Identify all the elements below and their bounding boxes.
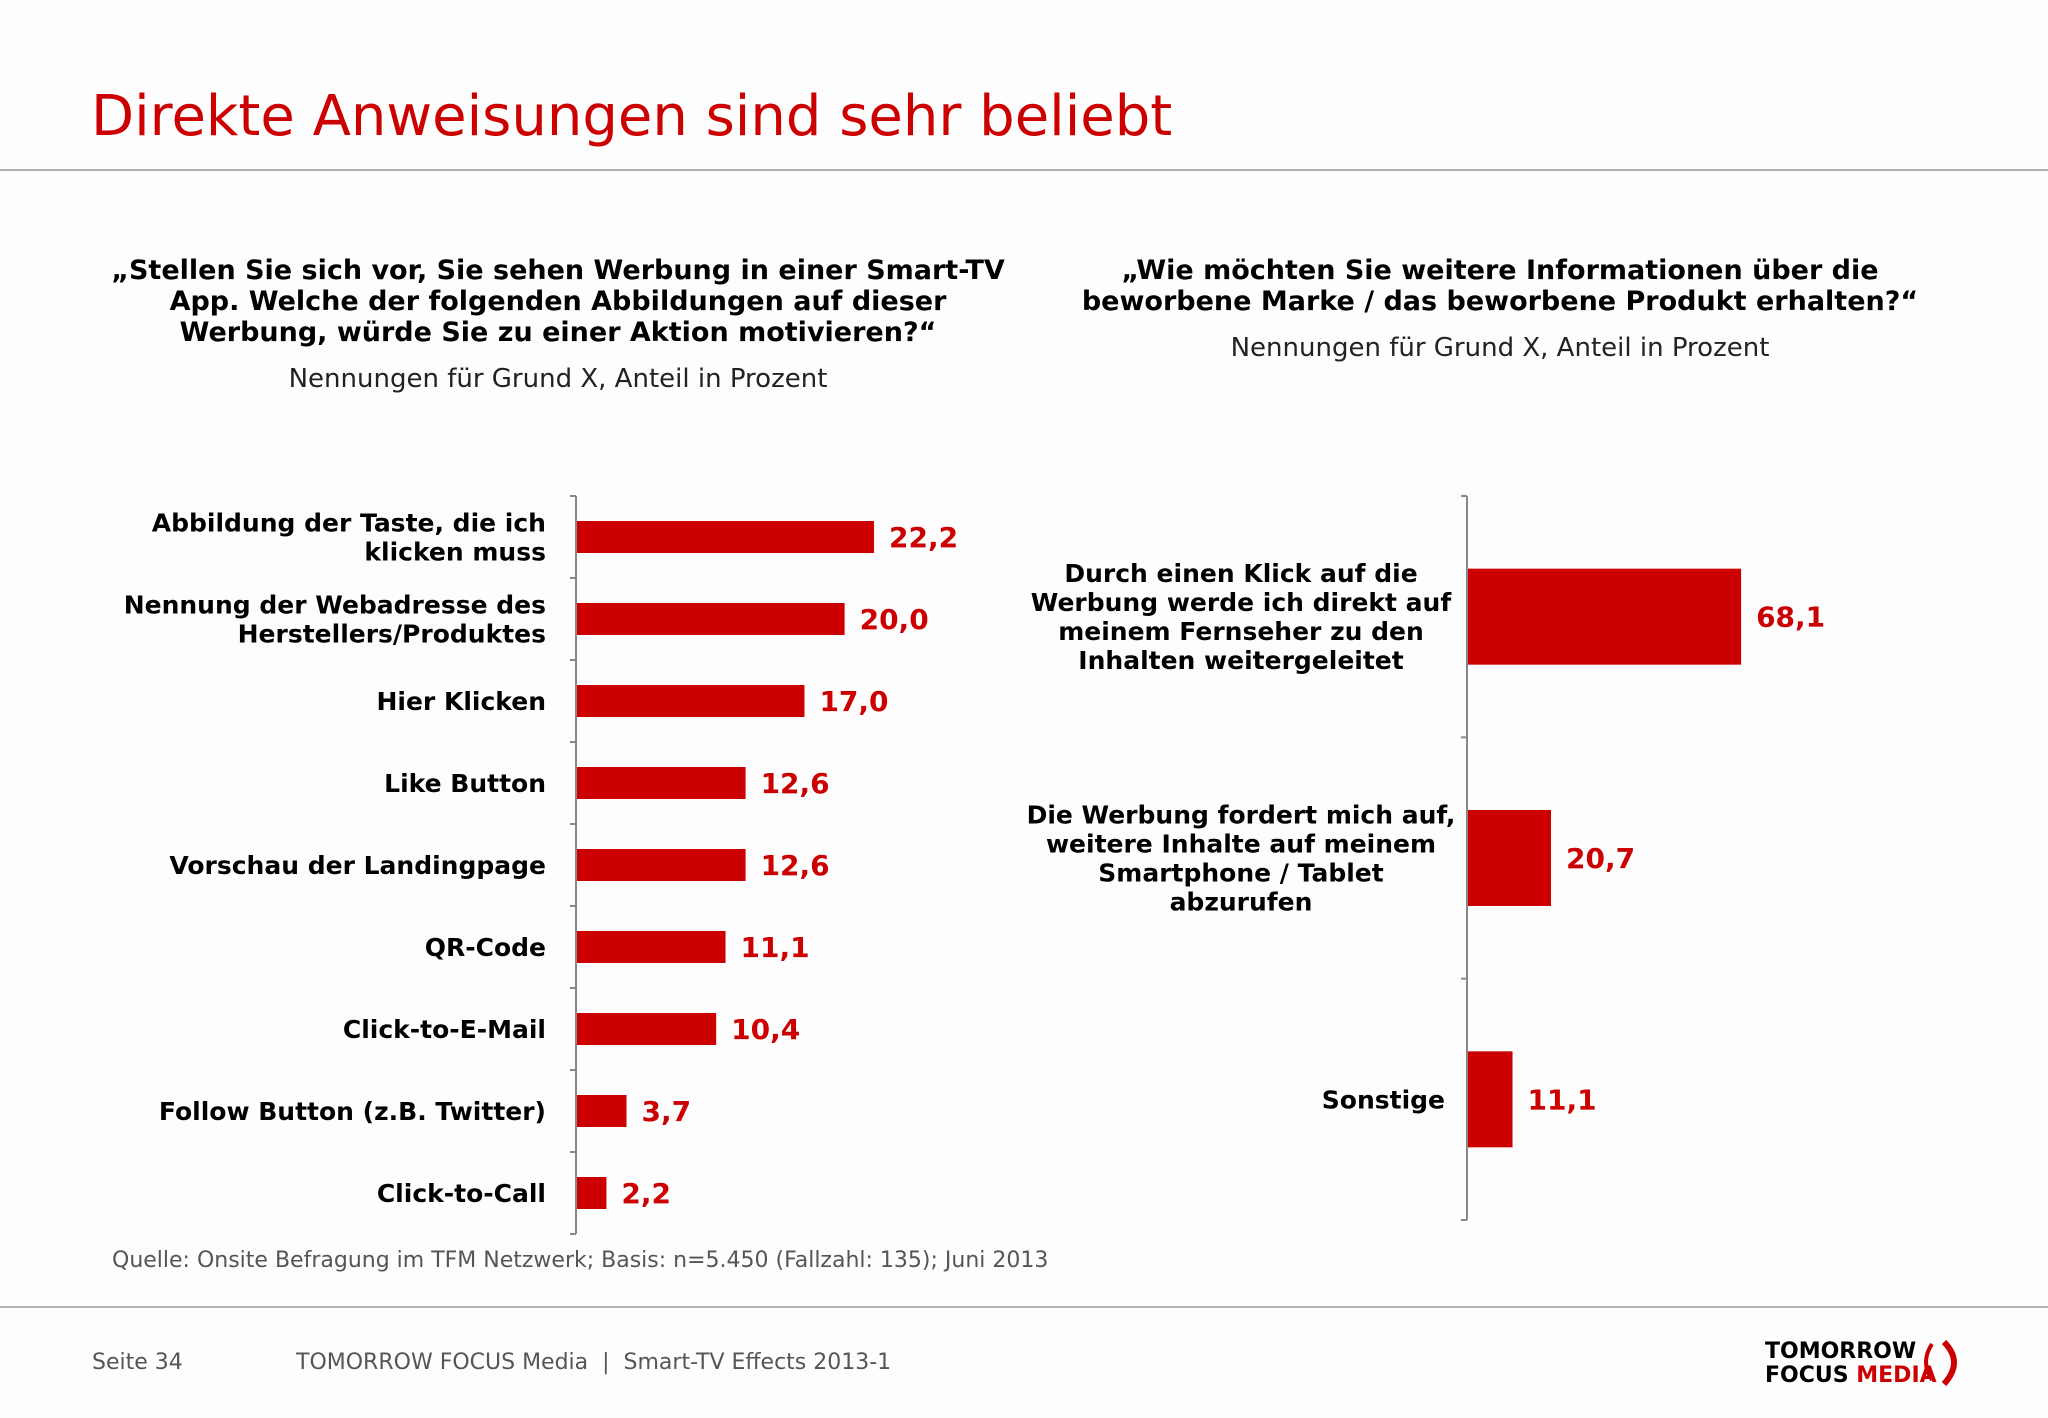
category-label: Die Werbung fordert mich auf,	[1027, 801, 1456, 830]
category-label: weitere Inhalte auf meinem	[1046, 830, 1436, 859]
category-label: Follow Button (z.B. Twitter)	[159, 1097, 546, 1126]
category-label: Vorschau der Landingpage	[169, 851, 546, 880]
bar	[577, 603, 845, 635]
value-label: 2,2	[621, 1177, 671, 1210]
logo-media: MEDIA	[1856, 1363, 1937, 1388]
page-title: Direkte Anweisungen sind sehr beliebt	[91, 84, 1173, 149]
bar	[577, 1013, 717, 1045]
value-label: 11,1	[1528, 1083, 1597, 1116]
bar	[1468, 1051, 1513, 1148]
category-label: Herstellers/Produktes	[238, 620, 546, 649]
value-label: 20,0	[860, 603, 929, 636]
page-number: Seite 34	[92, 1350, 183, 1375]
right-question-line: beworbene Marke / das beworbene Produkt …	[1081, 286, 1919, 317]
value-label: 3,7	[642, 1095, 692, 1128]
left-question-line: Werbung, würde Sie zu einer Aktion motiv…	[179, 317, 937, 348]
category-label: meinem Fernseher zu den	[1058, 617, 1424, 646]
bar	[1468, 568, 1742, 665]
value-label: 22,2	[889, 521, 958, 554]
bar	[577, 849, 746, 881]
value-label: 11,1	[741, 931, 810, 964]
category-label: Abbildung der Taste, die ich	[152, 509, 546, 538]
value-label: 12,6	[761, 767, 830, 800]
category-label: Click-to-E-Mail	[343, 1015, 546, 1044]
right-chart-subtitle: Nennungen für Grund X, Anteil in Prozent	[1230, 333, 1770, 363]
left-question-line: „Stellen Sie sich vor, Sie sehen Werbung…	[111, 255, 1005, 286]
category-label: abzurufen	[1170, 888, 1313, 917]
bar	[1468, 810, 1552, 906]
category-label: Hier Klicken	[376, 687, 546, 716]
bar	[577, 931, 726, 963]
value-label: 10,4	[731, 1013, 800, 1046]
value-label: 20,7	[1566, 842, 1635, 875]
footer-divider	[0, 1306, 2048, 1308]
left-chart-question: „Stellen Sie sich vor, Sie sehen Werbung…	[108, 255, 1008, 348]
bar	[577, 1177, 607, 1209]
category-label: Werbung werde ich direkt auf	[1031, 588, 1453, 617]
category-label: Click-to-Call	[377, 1179, 546, 1208]
category-label: QR-Code	[425, 933, 546, 962]
category-label: Durch einen Klick auf die	[1064, 559, 1417, 588]
category-label: Smartphone / Tablet	[1098, 859, 1383, 888]
value-label: 68,1	[1756, 601, 1825, 634]
value-label: 17,0	[819, 685, 888, 718]
logo-brackets-icon	[1924, 1339, 1957, 1387]
category-label: Inhalten weitergeleitet	[1078, 646, 1403, 675]
category-label: klicken muss	[364, 538, 546, 567]
category-label: Sonstige	[1322, 1085, 1445, 1114]
title-divider	[0, 169, 2048, 171]
company-logo: TOMORROW FOCUS MEDIA	[1765, 1339, 1957, 1388]
logo-focus: FOCUS	[1765, 1363, 1849, 1388]
left-question-line: App. Welche der folgenden Abbildungen au…	[169, 286, 947, 317]
bar	[577, 767, 746, 799]
left-chart-subtitle: Nennungen für Grund X, Anteil in Prozent	[288, 364, 828, 394]
source-note: Quelle: Onsite Befragung im TFM Netzwerk…	[112, 1248, 1049, 1273]
logo-line1: TOMORROW	[1765, 1339, 1917, 1364]
right-chart-question: „Wie möchten Sie weitere Informationen ü…	[1050, 255, 1950, 317]
bar	[577, 685, 805, 717]
bar	[577, 521, 875, 553]
value-label: 12,6	[761, 849, 830, 882]
footer-company: TOMORROW FOCUS Media | Smart-TV Effects …	[296, 1350, 892, 1375]
right-question-line: „Wie möchten Sie weitere Informationen ü…	[1121, 255, 1879, 286]
category-label: Like Button	[384, 769, 546, 798]
category-label: Nennung der Webadresse des	[124, 591, 546, 620]
bar	[577, 1095, 627, 1127]
